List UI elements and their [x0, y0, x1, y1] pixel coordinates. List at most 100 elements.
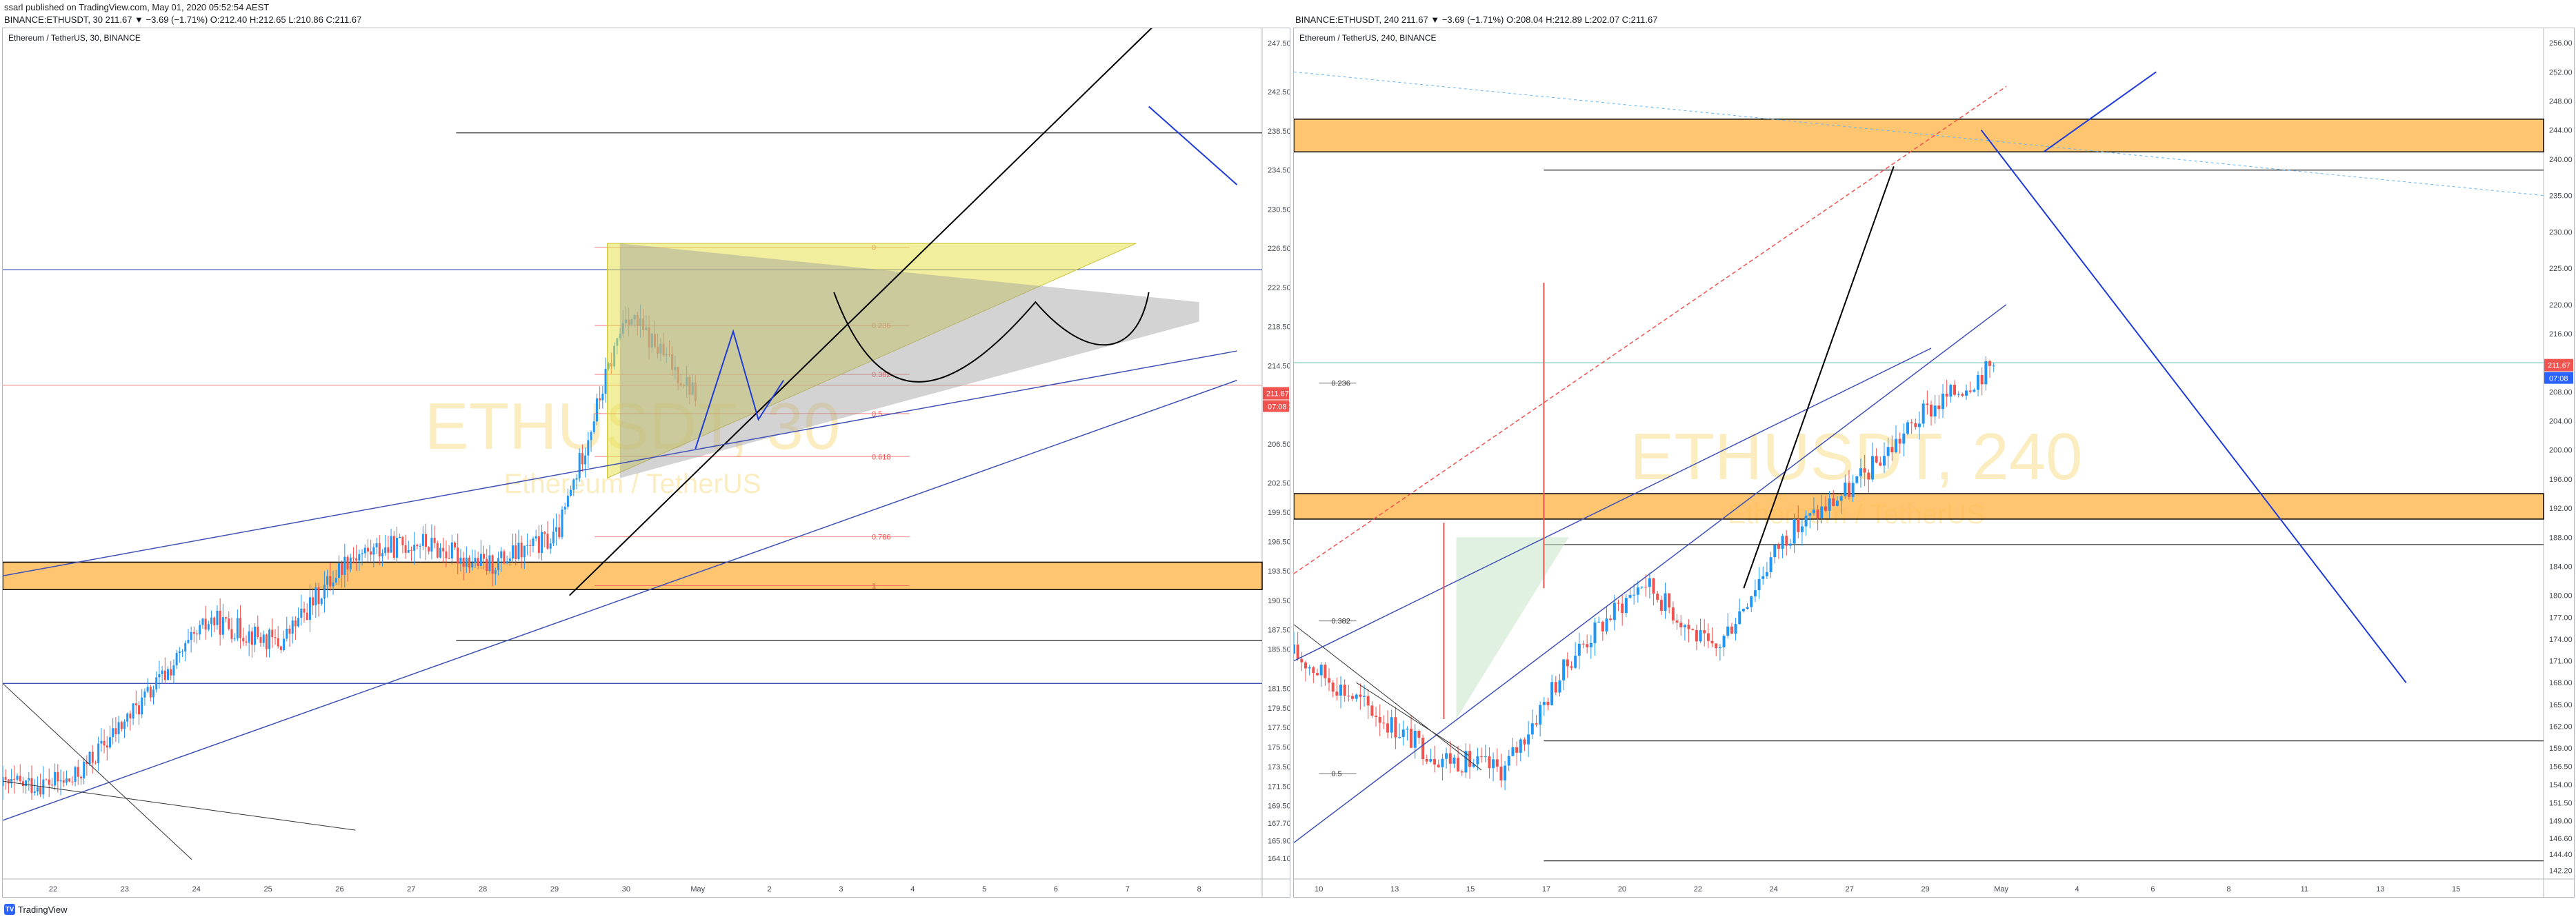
candle-body[interactable] [413, 545, 416, 551]
candle-body[interactable] [326, 576, 329, 585]
candle-body[interactable] [314, 587, 317, 606]
candle-body[interactable] [1527, 734, 1530, 745]
candle-body[interactable] [1535, 723, 1538, 725]
yellow-triangle-pattern[interactable] [606, 243, 1137, 479]
candle-body[interactable] [1832, 498, 1835, 506]
candle-body[interactable] [1777, 545, 1780, 549]
candle-body[interactable] [1480, 756, 1484, 758]
candle-body[interactable] [175, 653, 178, 666]
candle-body[interactable] [332, 582, 335, 587]
candle-body[interactable] [172, 665, 175, 676]
candle-body[interactable] [1401, 729, 1405, 738]
trend-line[interactable] [569, 28, 1161, 596]
candle-body[interactable] [419, 545, 421, 547]
candle-body[interactable] [1675, 620, 1679, 623]
candle-body[interactable] [291, 620, 294, 634]
candle-body[interactable] [1882, 456, 1886, 466]
candle-body[interactable] [1965, 390, 1968, 396]
candle-body[interactable] [1973, 390, 1976, 392]
candle-body[interactable] [1715, 643, 1718, 649]
candle-body[interactable] [268, 629, 271, 649]
ascending-triangle-pattern[interactable] [1456, 537, 1569, 719]
candle-body[interactable] [1835, 501, 1839, 506]
candle-body[interactable] [506, 561, 508, 564]
candle-body[interactable] [271, 629, 274, 638]
trend-line[interactable] [3, 683, 192, 860]
price-axis[interactable] [2544, 28, 2574, 897]
candle-body[interactable] [300, 608, 303, 618]
candle-body[interactable] [436, 543, 439, 558]
candle-body[interactable] [233, 638, 236, 640]
candle-body[interactable] [1495, 759, 1499, 767]
candle-body[interactable] [1937, 405, 1941, 410]
candle-body[interactable] [1343, 685, 1346, 696]
candle-body[interactable] [1726, 626, 1730, 636]
candle-body[interactable] [134, 703, 137, 706]
candle-body[interactable] [36, 787, 39, 791]
candle-body[interactable] [141, 697, 143, 715]
demand-zone[interactable] [1294, 493, 2544, 520]
candle-body[interactable] [207, 624, 210, 630]
candle-body[interactable] [1656, 593, 1659, 600]
candle-body[interactable] [1984, 361, 1988, 385]
candle-body[interactable] [132, 703, 134, 719]
candle-body[interactable] [1699, 630, 1702, 642]
candle-body[interactable] [1961, 394, 1964, 396]
candle-body[interactable] [1898, 438, 1901, 444]
candle-body[interactable] [604, 369, 607, 394]
candle-body[interactable] [297, 618, 300, 627]
trend-channel-line[interactable] [1294, 347, 1932, 662]
candle-body[interactable] [590, 432, 592, 441]
candle-body[interactable] [1757, 578, 1761, 591]
candle-body[interactable] [1718, 647, 1721, 649]
candle-body[interactable] [552, 532, 555, 544]
candle-body[interactable] [401, 536, 404, 545]
candle-body[interactable] [595, 398, 598, 422]
candle-body[interactable] [1941, 394, 1945, 410]
candle-body[interactable] [1930, 405, 1933, 417]
candle-body[interactable] [216, 610, 219, 625]
candle-body[interactable] [245, 641, 248, 643]
supply-zone[interactable] [1294, 119, 2544, 153]
candle-body[interactable] [1394, 717, 1397, 738]
candle-body[interactable] [187, 639, 190, 643]
candle-body[interactable] [1492, 759, 1495, 769]
candle-body[interactable] [1710, 640, 1714, 644]
candle-body[interactable] [1992, 365, 1995, 367]
candle-body[interactable] [1855, 476, 1859, 483]
candle-body[interactable] [277, 638, 279, 647]
candle-body[interactable] [433, 538, 436, 543]
candle-body[interactable] [1472, 764, 1475, 767]
candle-body[interactable] [100, 740, 103, 744]
candle-body[interactable] [1652, 578, 1655, 594]
candle-body[interactable] [143, 691, 146, 698]
candle-body[interactable] [1633, 594, 1636, 596]
candle-body[interactable] [1375, 716, 1378, 717]
candle-body[interactable] [1847, 483, 1850, 497]
candle-body[interactable] [146, 687, 149, 692]
candle-body[interactable] [1977, 375, 1980, 390]
candle-body[interactable] [65, 778, 68, 783]
candle-body[interactable] [428, 547, 430, 552]
candle-body[interactable] [1386, 723, 1390, 733]
candle-body[interactable] [161, 670, 163, 674]
candle-body[interactable] [1488, 756, 1491, 769]
candle-body[interactable] [587, 440, 590, 456]
candle-body[interactable] [1425, 758, 1428, 762]
candle-body[interactable] [1589, 643, 1592, 647]
candle-body[interactable] [503, 551, 506, 564]
candle-body[interactable] [1648, 578, 1651, 587]
candle-body[interactable] [1820, 506, 1824, 518]
candle-body[interactable] [254, 626, 257, 645]
candle-body[interactable] [1445, 753, 1448, 759]
candle-body[interactable] [106, 745, 108, 748]
candle-body[interactable] [584, 455, 587, 465]
projection-line[interactable] [1980, 130, 2407, 683]
trend-line[interactable] [1294, 624, 1482, 771]
candle-body[interactable] [358, 554, 361, 561]
candle-body[interactable] [152, 689, 155, 698]
candle-body[interactable] [448, 558, 450, 559]
candle-body[interactable] [541, 532, 543, 554]
candle-body[interactable] [1851, 483, 1855, 497]
